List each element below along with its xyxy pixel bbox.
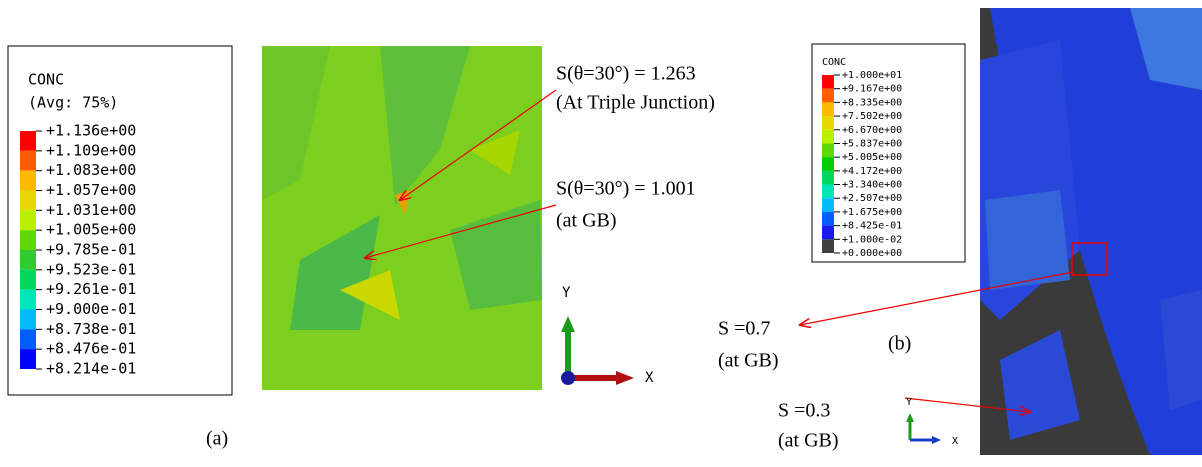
legend-subtitle: (Avg: 75%) (28, 94, 118, 112)
legend-label: +5.005e+00 (842, 152, 902, 163)
legend-label: +1.136e+00 (46, 122, 136, 140)
legend-label: +1.005e+00 (46, 221, 136, 239)
legend-label: +6.670e+00 (842, 125, 902, 136)
color-swatch (20, 329, 36, 349)
legend-label: +1.031e+00 (46, 201, 136, 219)
legend-title: CONC (822, 57, 846, 68)
legend-label: +0.000e+00 (842, 248, 902, 259)
legend-label: +9.261e-01 (46, 280, 136, 298)
color-swatch (822, 89, 834, 103)
color-swatch (822, 171, 834, 185)
figure: CONC (Avg: 75%) +1.136e+00+1.109e+00 +1.0… (0, 0, 1202, 462)
axis-triad (906, 413, 941, 444)
color-swatch (20, 151, 36, 171)
annotation: S(θ=30°) = 1.001 (556, 178, 696, 200)
axis-label: Y (562, 285, 571, 301)
legend-label: +1.675e+00 (842, 207, 902, 218)
legend-label: +8.738e-01 (46, 320, 136, 338)
axis-label: Y (906, 397, 912, 408)
color-swatch (20, 131, 36, 151)
color-swatch (822, 102, 834, 116)
annotation: S =0.3 (778, 400, 830, 422)
annotation: (At Triple Junction) (556, 92, 715, 114)
color-swatch (20, 230, 36, 250)
legend-label: +4.172e+00 (842, 166, 902, 177)
legend-label: +9.523e-01 (46, 260, 136, 278)
annotation: (at GB) (718, 350, 779, 372)
legend-label: +1.000e-02 (842, 234, 902, 245)
legend-label: +8.425e-01 (842, 221, 902, 232)
legend-label: +1.083e+00 (46, 161, 136, 179)
legend-label: +9.000e-01 (46, 300, 136, 318)
color-swatch (822, 226, 834, 240)
contour-image (262, 46, 542, 390)
color-swatch (822, 143, 834, 157)
legend-label: +1.000e+01 (842, 70, 902, 81)
legend-label: +7.502e+00 (842, 111, 902, 122)
caption: (b) (888, 333, 911, 355)
color-swatch (822, 212, 834, 226)
legend-label: +1.057e+00 (46, 181, 136, 199)
color-swatch (20, 290, 36, 310)
legend-label: +2.507e+00 (842, 193, 902, 204)
color-swatch (822, 239, 834, 253)
annotation: S(θ=30°) = 1.263 (556, 63, 696, 85)
color-swatch (822, 130, 834, 144)
annotation: (at GB) (778, 430, 839, 452)
legend-label: +9.785e-01 (46, 241, 136, 259)
legend-label: +3.340e+00 (842, 180, 902, 191)
contour-image (980, 8, 1202, 455)
legend-label: +1.109e+00 (46, 141, 136, 159)
caption: (a) (206, 428, 228, 450)
color-swatch (20, 171, 36, 191)
legend-title: CONC (28, 71, 64, 89)
legend-label: +9.167e+00 (842, 84, 902, 95)
color-swatch (20, 310, 36, 330)
color-swatch (20, 250, 36, 270)
color-swatch (822, 198, 834, 212)
legend-label: +8.476e-01 (46, 340, 136, 358)
annotation: S =0.7 (718, 318, 770, 340)
color-swatch (20, 270, 36, 290)
legend-label: +8.214e-01 (46, 360, 136, 378)
axis-label: X (952, 436, 958, 447)
color-swatch (20, 210, 36, 230)
color-swatch (822, 185, 834, 199)
annotation: (at GB) (556, 210, 617, 232)
color-swatch (822, 157, 834, 171)
legend-label: +8.335e+00 (842, 97, 902, 108)
legend-label: +5.837e+00 (842, 138, 902, 149)
color-swatch (20, 191, 36, 211)
color-swatch (822, 75, 834, 89)
color-swatch (20, 349, 36, 369)
axis-label: X (645, 370, 654, 386)
axis-triad (561, 316, 634, 385)
color-swatch (822, 116, 834, 130)
